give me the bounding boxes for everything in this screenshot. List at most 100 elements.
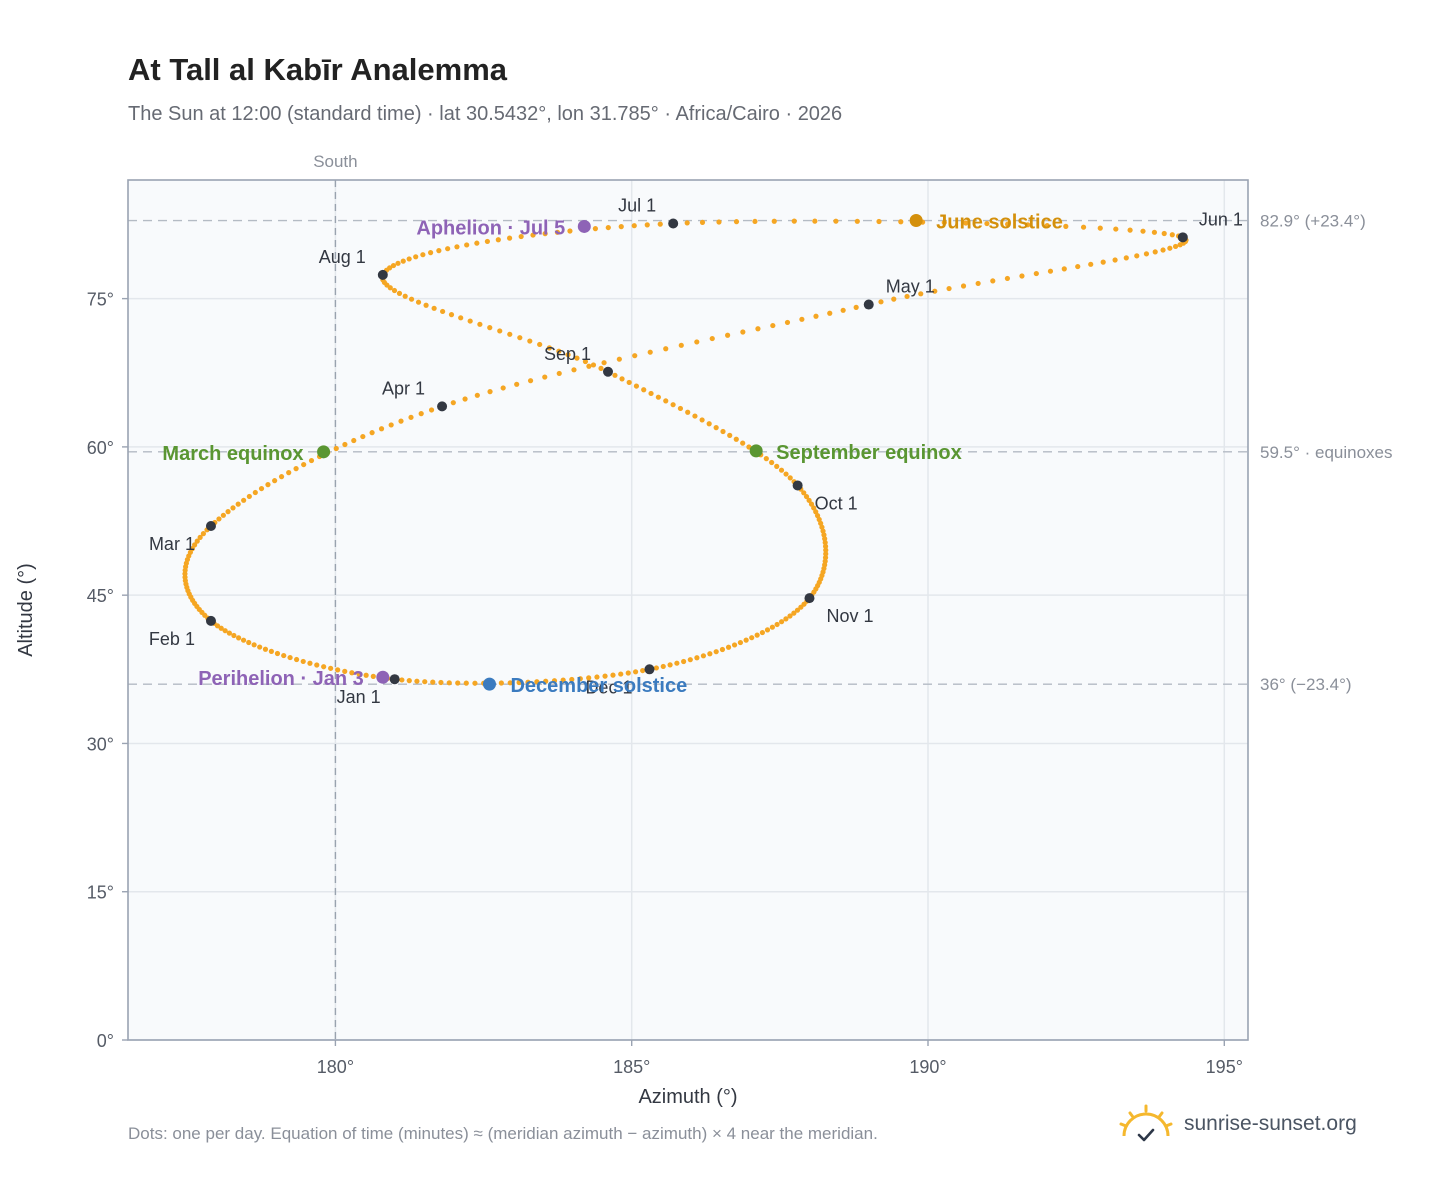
brand[interactable]: sunrise-sunset.org [1118, 1100, 1357, 1148]
day-dot [556, 370, 562, 377]
day-dot [546, 345, 552, 351]
day-dot [415, 299, 422, 305]
day-dot [725, 332, 731, 338]
x-axis-label: Azimuth (°) [638, 1086, 737, 1108]
day-dot [395, 260, 401, 266]
day-dot [222, 628, 228, 634]
day-dot [731, 642, 738, 648]
day-dot [769, 459, 775, 466]
day-dot [626, 379, 632, 386]
day-dot [716, 219, 722, 225]
day-dot [694, 339, 700, 345]
day-dot [307, 660, 313, 666]
day-dot [286, 470, 292, 476]
day-dot [446, 680, 452, 686]
day-dot [801, 490, 807, 496]
day-dot [293, 466, 299, 472]
day-dot [534, 679, 540, 685]
day-dot [418, 411, 424, 417]
month-marker [1177, 232, 1188, 243]
day-dot [709, 335, 715, 342]
sun-logo-icon [1119, 1104, 1173, 1142]
day-dot [598, 365, 604, 371]
day-dot [1088, 261, 1094, 267]
day-dot [369, 430, 375, 436]
chart-subtitle: The Sun at 12:00 (standard time) · lat 3… [128, 103, 843, 125]
day-dot [1160, 247, 1166, 253]
day-dot [333, 445, 339, 452]
day-dot [216, 516, 222, 522]
day-dot [699, 219, 706, 226]
day-dot [823, 551, 829, 557]
day-dot [733, 219, 740, 225]
day-dot [632, 669, 639, 675]
day-dot [822, 539, 828, 546]
day-dot [194, 538, 200, 544]
day-dot [648, 390, 654, 397]
day-dot [681, 658, 687, 665]
day-dot [556, 348, 562, 354]
reference-line-label: 59.5° · equinoxes [1260, 443, 1393, 462]
day-dot [1005, 221, 1011, 227]
day-dot [660, 663, 666, 670]
event-label: September equinox [776, 442, 962, 464]
day-dot [1047, 268, 1054, 274]
reference-line-label: 82.9° (+23.4°) [1260, 212, 1366, 231]
day-dot [752, 218, 758, 225]
day-dot [1172, 243, 1179, 250]
day-dot [706, 421, 712, 427]
day-dot [551, 678, 558, 684]
day-dot [898, 219, 904, 225]
reference-line-label: 36° (−23.4°) [1260, 675, 1352, 694]
day-dot [387, 285, 393, 291]
day-dot [218, 625, 224, 631]
day-dot [1044, 222, 1050, 229]
day-dot [749, 635, 755, 641]
day-dot [733, 436, 739, 442]
day-dot [763, 456, 769, 462]
day-dot [262, 646, 269, 652]
day-dot [941, 219, 947, 226]
day-dot [798, 604, 804, 610]
day-dot [618, 671, 624, 677]
y-tick-label: 45° [87, 586, 114, 606]
event-marker [577, 219, 591, 233]
day-dot [1161, 230, 1167, 237]
day-dot [1112, 257, 1118, 263]
day-dot [220, 512, 226, 518]
day-dot [655, 394, 661, 400]
day-dot [990, 278, 996, 284]
day-dot [678, 342, 684, 348]
month-label: Jul 1 [618, 195, 656, 215]
day-dot [189, 546, 195, 552]
day-dot [799, 316, 805, 322]
day-dot [272, 478, 278, 484]
day-dot [813, 313, 819, 319]
day-dot [226, 630, 232, 636]
month-marker [437, 401, 448, 412]
day-dot [422, 679, 428, 685]
day-dot [388, 422, 394, 428]
month-label: May 1 [886, 277, 935, 297]
day-dot [1134, 253, 1140, 259]
event-label: December solstice [510, 675, 687, 697]
day-dot [647, 349, 653, 355]
day-dot [774, 463, 780, 469]
day-dot [335, 667, 341, 673]
event-label: June solstice [936, 212, 1063, 234]
day-dot [667, 662, 673, 668]
month-label: Feb 1 [149, 629, 195, 649]
month-label: Oct 1 [815, 493, 858, 513]
day-dot [225, 509, 231, 515]
day-dot [963, 220, 969, 226]
day-dot [235, 501, 241, 507]
day-dot [663, 346, 669, 352]
day-dot [251, 642, 257, 648]
day-dot [507, 680, 513, 686]
day-dot [356, 671, 362, 677]
day-dot [363, 672, 369, 678]
day-dot [430, 679, 436, 685]
day-dot [398, 418, 404, 424]
day-dot [518, 233, 524, 240]
day-dot [406, 678, 412, 684]
